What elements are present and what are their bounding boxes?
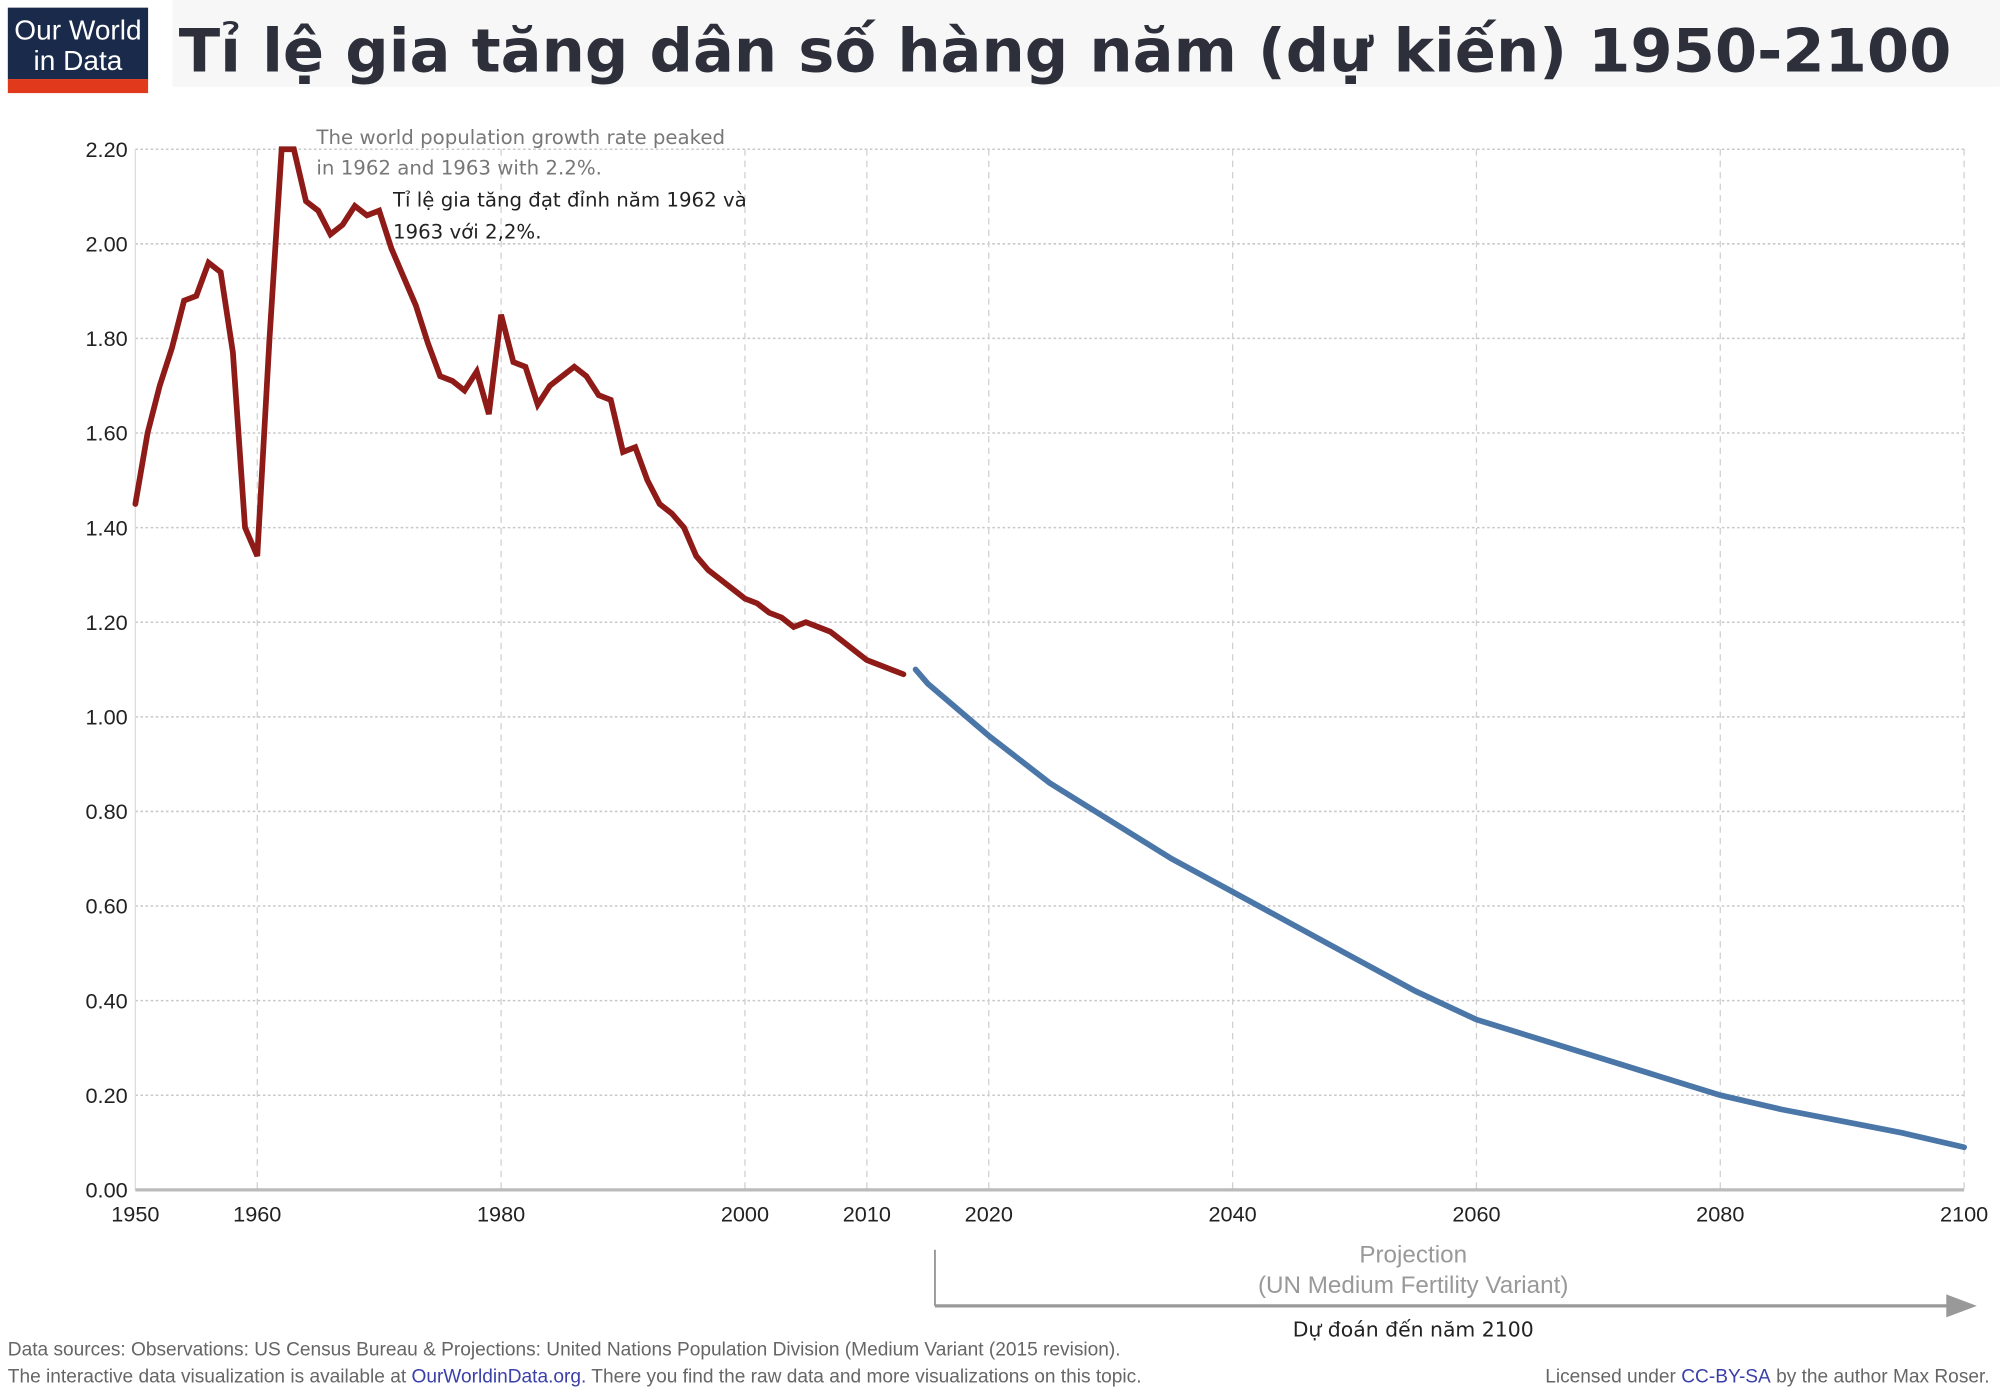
series [132,146,1967,1151]
license-post: by the author Max Roser. [1771,1366,1990,1387]
owid-logo[interactable]: Our World in Data [7,7,149,94]
grid [135,148,1965,1190]
y-tick-label: 1.20 [86,610,128,635]
owid-link[interactable]: OurWorldinData.org. [411,1366,586,1387]
footer-interactive: The interactive data visualization is av… [8,1366,1142,1387]
footer-interactive-pre: The interactive data visualization is av… [8,1366,412,1387]
x-tick-label: 1980 [477,1202,525,1227]
annotation-peak-vi-1: Tỉ lệ gia tăng đạt đỉnh năm 1962 và [392,189,747,212]
footer-sources: Data sources: Observations: US Census Bu… [8,1340,1121,1361]
logo-text-2: in Data [34,45,123,76]
page-title: Tỉ lệ gia tăng dân số hàng năm (dự kiến)… [179,16,1952,86]
footer-license: Licensed under CC-BY-SA by the author Ma… [1545,1366,1989,1387]
y-tick-label: 1.60 [86,421,128,446]
projection-variant-label: (UN Medium Fertility Variant) [1258,1272,1568,1299]
x-tick-label: 2040 [1209,1202,1257,1227]
x-tick-label: 2100 [1940,1202,1988,1227]
projection-series-line [912,666,1967,1151]
y-tick-label: 0.40 [86,988,128,1013]
projection-bracket: Projection (UN Medium Fertility Variant)… [934,1242,1977,1342]
y-tick-label: 1.00 [86,704,128,729]
y-tick-label: 0.60 [86,894,128,919]
y-tick-label: 0.80 [86,799,128,824]
x-tick-label: 2060 [1452,1202,1500,1227]
x-tick-label: 2000 [721,1202,769,1227]
y-tick-label: 2.00 [86,231,128,256]
projection-label: Projection [1359,1242,1467,1269]
y-tick-label: 1.40 [86,515,128,540]
logo-text-1: Our World [14,15,141,46]
observed-series-line [132,146,907,678]
arrow-right-icon [1946,1294,1977,1318]
license-link[interactable]: CC-BY-SA [1681,1366,1771,1387]
title-background [172,0,2000,87]
y-tick-label: 0.20 [86,1083,128,1108]
license-pre: Licensed under [1545,1366,1681,1387]
annotation-peak-en-2: in 1962 and 1963 with 2.2%. [316,157,601,180]
annotation-peak-vi-2: 1963 với 2,2%. [393,220,542,243]
projection-vi-label: Dự đoán đến năm 2100 [1293,1318,1534,1342]
axes: 0.00 0.20 0.40 0.60 0.80 1.00 1.20 1.40 1.60 1.80… [86,137,1989,1227]
footer-interactive-post: There you find the raw data and more vis… [586,1366,1141,1387]
y-tick-label: 0.00 [86,1178,128,1203]
x-tick-label: 2020 [965,1202,1013,1227]
annotation-peak-en-1: The world population growth rate peaked [315,126,725,149]
x-tick-label: 2080 [1696,1202,1744,1227]
y-tick-label: 1.80 [86,326,128,351]
x-tick-label: 2010 [843,1202,891,1227]
y-tick-label: 2.20 [86,137,128,162]
x-tick-label: 1960 [233,1202,281,1227]
x-tick-label: 1950 [111,1202,159,1227]
